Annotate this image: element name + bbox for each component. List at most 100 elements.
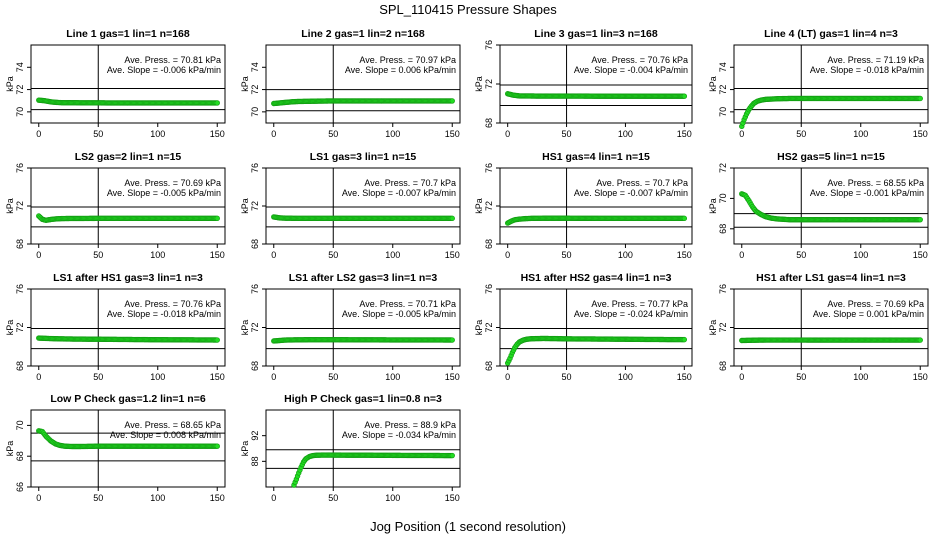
panel-7-xtick-label-0: 0 — [505, 250, 510, 260]
panel-3-point — [681, 93, 688, 99]
panel-8-xtick-label-50: 50 — [796, 250, 806, 260]
panel-9-xtick-label-50: 50 — [93, 372, 103, 382]
panel-10-annotation-1: Ave. Press. = 70.71 kPa — [359, 299, 456, 309]
panel-7-ytick-label-68: 68 — [484, 239, 494, 249]
panel-7-point — [681, 215, 688, 222]
panel-12-ylabel: kPa — [708, 320, 718, 336]
panel-3-ytick-label-76: 76 — [484, 40, 494, 50]
panel-4-xtick-label-0: 0 — [739, 129, 744, 139]
panel-8-ylabel: kPa — [708, 198, 718, 214]
panel-9-annotation-2: Ave. Slope = -0.018 kPa/min — [107, 309, 221, 319]
panel-14-ytick-label-92: 92 — [250, 431, 260, 441]
panel-5-title: LS2 gas=2 lin=1 n=15 — [75, 151, 182, 163]
panel-14-xtick-label-100: 100 — [385, 493, 400, 503]
panel-14-ylabel: kPa — [240, 441, 250, 457]
panel-11-ytick-label-68: 68 — [484, 361, 494, 371]
panel-6-point — [449, 215, 455, 222]
panel-7-ytick-label-76: 76 — [484, 163, 494, 173]
panel-5-xtick-label-0: 0 — [36, 250, 41, 260]
panel-1-annotation-1: Ave. Press. = 70.81 kPa — [124, 55, 221, 65]
panel-12-title: HS1 after LS1 gas=4 lin=1 n=3 — [756, 272, 906, 284]
panel-12-ytick-label-68: 68 — [718, 361, 728, 371]
panel-3-title: Line 3 gas=1 lin=3 n=168 — [534, 28, 658, 40]
panel-11-annotation-2: Ave. Slope = -0.024 kPa/min — [574, 309, 688, 319]
panel-1-ytick-label-72: 72 — [15, 85, 25, 95]
panel-2-xtick-label-50: 50 — [328, 129, 338, 139]
panel-2-xtick-label-100: 100 — [385, 129, 400, 139]
figure-x-axis-label: Jog Position (1 second resolution) — [370, 519, 566, 534]
panel-13-xtick-label-50: 50 — [93, 493, 103, 503]
panel-13-annotation-2: Ave. Slope = 0.008 kPa/min — [110, 430, 221, 440]
panel-7-annotation-2: Ave. Slope = -0.007 kPa/min — [574, 188, 688, 198]
panel-3-xtick-label-150: 150 — [677, 129, 692, 139]
panel-13-xtick-label-100: 100 — [150, 493, 165, 503]
panel-12-ytick-label-72: 72 — [718, 322, 728, 332]
panel-14-ytick-label-88: 88 — [250, 456, 260, 466]
panel-14-annotation-2: Ave. Slope = -0.034 kPa/min — [342, 430, 456, 440]
panel-8-ytick-label-70: 70 — [718, 193, 728, 203]
panel-10-xtick-label-50: 50 — [328, 372, 338, 382]
panel-13-frame — [30, 409, 226, 488]
panel-11-ytick-label-72: 72 — [484, 322, 494, 332]
panel-8-ytick-label-68: 68 — [718, 224, 728, 234]
panel-12-annotation-2: Ave. Slope = 0.001 kPa/min — [813, 309, 924, 319]
panel-13-xtick-label-150: 150 — [210, 493, 225, 503]
panel-14-annotation-1: Ave. Press. = 88.9 kPa — [364, 420, 456, 430]
panel-1-xtick-label-150: 150 — [210, 129, 225, 139]
panel-6-annotation-2: Ave. Slope = -0.007 kPa/min — [342, 188, 456, 198]
panel-13-point — [214, 443, 220, 449]
panel-3-xtick-label-100: 100 — [618, 129, 633, 139]
panel-11-xtick-label-0: 0 — [505, 372, 510, 382]
panel-13-ylabel: kPa — [5, 441, 15, 457]
panel-10-ylabel: kPa — [240, 320, 250, 336]
panel-9-point — [214, 337, 220, 343]
panel-11-xtick-label-150: 150 — [677, 372, 692, 382]
panel-7-xtick-label-150: 150 — [677, 250, 692, 260]
panel-12-point — [917, 337, 923, 343]
panel-14-xtick-label-0: 0 — [271, 493, 276, 503]
panel-14-title: High P Check gas=1 lin=0.8 n=3 — [284, 393, 442, 405]
panel-4-point — [917, 95, 923, 102]
panel-8-annotation-2: Ave. Slope = -0.001 kPa/min — [810, 188, 924, 198]
panel-2-xtick-label-0: 0 — [271, 129, 276, 139]
panel-8-xtick-label-100: 100 — [853, 250, 868, 260]
panel-5-ytick-label-72: 72 — [15, 201, 25, 211]
panel-5-annotation-1: Ave. Press. = 70.69 kPa — [124, 178, 221, 188]
panel-14-frame — [265, 409, 461, 488]
panel-4-annotation-1: Ave. Press. = 71.19 kPa — [827, 55, 924, 65]
panel-7-ylabel: kPa — [474, 198, 484, 214]
panel-4-annotation-2: Ave. Slope = -0.018 kPa/min — [810, 65, 924, 75]
panel-6-ytick-label-72: 72 — [250, 201, 260, 211]
panel-9-ytick-label-76: 76 — [15, 284, 25, 294]
panel-7-xtick-label-50: 50 — [562, 250, 572, 260]
panel-2-ytick-label-70: 70 — [250, 107, 260, 117]
panel-1-xtick-label-100: 100 — [150, 129, 165, 139]
panel-2-xtick-label-150: 150 — [445, 129, 460, 139]
panel-7-annotation-1: Ave. Press. = 70.7 kPa — [596, 178, 688, 188]
panel-3-xtick-label-50: 50 — [562, 129, 572, 139]
panel-10-xtick-label-100: 100 — [385, 372, 400, 382]
panel-2-title: Line 2 gas=1 lin=2 n=168 — [301, 28, 425, 40]
panel-9-ylabel: kPa — [5, 320, 15, 336]
panel-2-annotation-1: Ave. Press. = 70.97 kPa — [359, 55, 456, 65]
panel-8-xtick-label-0: 0 — [739, 250, 744, 260]
panel-3-annotation-2: Ave. Slope = -0.004 kPa/min — [574, 65, 688, 75]
panel-9-ytick-label-72: 72 — [15, 322, 25, 332]
panel-4-xtick-label-150: 150 — [913, 129, 928, 139]
figure-title: SPL_110415 Pressure Shapes — [379, 2, 557, 17]
panel-1-frame — [30, 44, 226, 124]
panel-4-ytick-label-70: 70 — [718, 107, 728, 117]
panel-10-ytick-label-72: 72 — [250, 322, 260, 332]
panel-5-ylabel: kPa — [5, 198, 15, 214]
panel-6-xtick-label-0: 0 — [271, 250, 276, 260]
panel-14-xtick-label-150: 150 — [445, 493, 460, 503]
panel-1-annotation-2: Ave. Slope = -0.006 kPa/min — [107, 65, 221, 75]
panel-1-title: Line 1 gas=1 lin=1 n=168 — [66, 28, 190, 40]
panel-2-point — [449, 98, 455, 104]
panel-11-point — [681, 336, 688, 343]
panel-6-xtick-label-150: 150 — [445, 250, 460, 260]
panel-9-annotation-1: Ave. Press. = 70.76 kPa — [124, 299, 221, 309]
panel-10-xtick-label-150: 150 — [445, 372, 460, 382]
panel-2-annotation-2: Ave. Slope = 0.006 kPa/min — [345, 65, 456, 75]
